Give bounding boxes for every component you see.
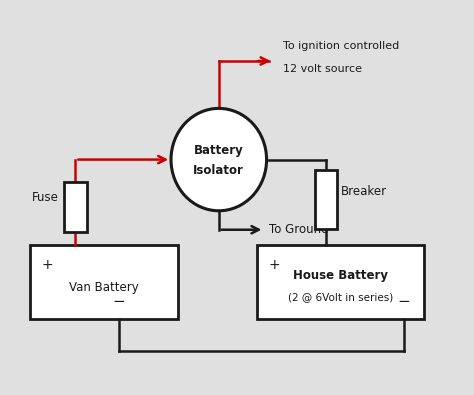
Ellipse shape bbox=[171, 108, 266, 211]
Bar bbox=[64, 182, 87, 231]
Bar bbox=[315, 170, 337, 229]
Text: 12 volt source: 12 volt source bbox=[283, 64, 362, 73]
Text: House Battery: House Battery bbox=[293, 269, 388, 282]
Bar bbox=[30, 245, 178, 319]
Text: −: − bbox=[397, 294, 410, 309]
Text: +: + bbox=[41, 258, 53, 272]
Text: Van Battery: Van Battery bbox=[69, 281, 139, 294]
Text: Battery: Battery bbox=[194, 144, 244, 156]
Bar bbox=[257, 245, 424, 319]
Text: +: + bbox=[269, 258, 281, 272]
Text: To ignition controlled: To ignition controlled bbox=[283, 41, 399, 51]
Text: Fuse: Fuse bbox=[32, 191, 59, 204]
Text: Isolator: Isolator bbox=[193, 164, 244, 177]
Text: (2 @ 6Volt in series): (2 @ 6Volt in series) bbox=[288, 292, 393, 302]
Text: −: − bbox=[112, 294, 125, 309]
Text: Breaker: Breaker bbox=[341, 185, 387, 198]
Text: To Ground: To Ground bbox=[269, 223, 328, 236]
